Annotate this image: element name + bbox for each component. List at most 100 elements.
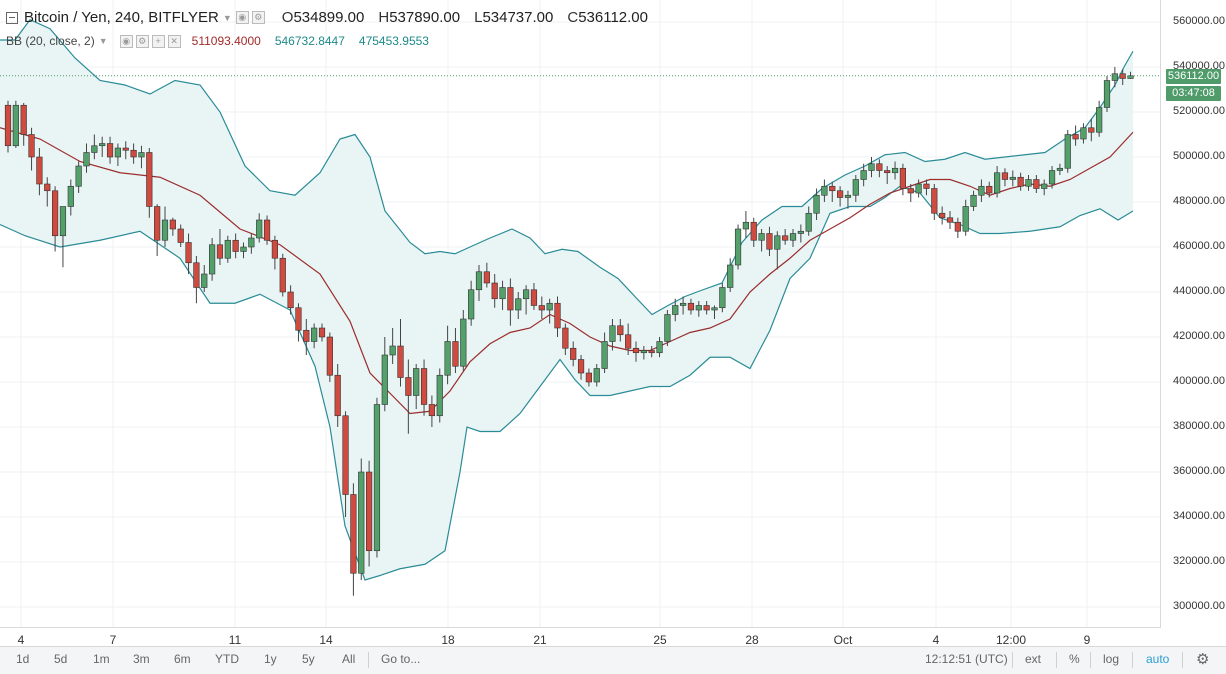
plus-icon[interactable]: + <box>151 34 165 48</box>
candle-up <box>460 318 467 367</box>
ohlc-values: O534899.00 H537890.00 L534737.00 C536112… <box>282 9 648 26</box>
candle-down <box>931 188 938 214</box>
candle-up <box>311 327 318 342</box>
time-tick-label: 14 <box>319 633 333 647</box>
time-tick-label: 25 <box>653 633 667 647</box>
collapse-legend-icon[interactable] <box>6 11 18 24</box>
candle-down <box>483 271 490 284</box>
candle-down <box>625 334 632 349</box>
candle-up <box>444 341 451 376</box>
time-tick-label: 9 <box>1083 633 1091 647</box>
candle-up <box>915 183 922 194</box>
percent-scale-toggle[interactable]: % <box>1069 652 1080 666</box>
candle-up <box>1041 183 1048 189</box>
range-all-button[interactable]: All <box>342 652 356 666</box>
candle-up <box>436 374 443 417</box>
candle-down <box>876 163 883 171</box>
range-6m-button[interactable]: 6m <box>174 652 191 666</box>
range-1d-button[interactable]: 1d <box>16 652 30 666</box>
divider <box>1056 652 1057 668</box>
candle-down <box>4 104 12 147</box>
candle-down <box>177 228 184 243</box>
candle-down <box>146 152 153 207</box>
chevron-down-icon[interactable]: ▼ <box>98 36 108 46</box>
settings-icon[interactable]: ⚙ <box>135 34 149 48</box>
price-chart[interactable] <box>0 0 1160 628</box>
range-5d-button[interactable]: 5d <box>54 652 68 666</box>
candle-up <box>1064 134 1071 169</box>
candle-up <box>727 264 734 288</box>
candle-down <box>766 233 773 250</box>
range-ytd-button[interactable]: YTD <box>215 652 239 666</box>
candle-up <box>813 194 820 214</box>
candle-up <box>1009 176 1016 180</box>
close-icon[interactable]: ✕ <box>167 34 181 48</box>
candle-down <box>986 185 993 194</box>
eye-icon[interactable]: ◉ <box>119 34 133 48</box>
utc-clock[interactable]: 12:12:51 (UTC) <box>925 652 1008 666</box>
candle-up <box>664 314 671 342</box>
candle-up <box>734 228 742 266</box>
divider <box>1012 652 1013 668</box>
candle-up <box>852 179 859 196</box>
candle-down <box>279 257 286 293</box>
candle-up <box>59 206 67 237</box>
candle-down <box>342 415 349 495</box>
price-tick-label: 480000.00 <box>1173 195 1225 207</box>
candle-down <box>271 239 279 259</box>
price-tick-label: 320000.00 <box>1173 555 1225 567</box>
range-3m-button[interactable]: 3m <box>133 652 150 666</box>
last-price-tag: 536112.00 <box>1166 68 1221 84</box>
candle-down <box>44 183 51 192</box>
candle-up <box>1096 107 1103 133</box>
candle-up <box>468 289 475 320</box>
chevron-down-icon[interactable]: ▼ <box>222 12 232 23</box>
candle-down <box>585 372 592 383</box>
goto-date-button[interactable]: Go to... <box>381 652 421 666</box>
settings-icon[interactable]: ⚙ <box>251 11 265 24</box>
candle-up <box>240 246 247 252</box>
range-1y-button[interactable]: 1y <box>264 652 277 666</box>
auto-scale-toggle[interactable]: auto <box>1146 652 1170 666</box>
candle-down <box>263 219 271 241</box>
log-scale-toggle[interactable]: log <box>1103 652 1120 666</box>
range-5y-button[interactable]: 5y <box>302 652 315 666</box>
candle-down <box>750 221 757 241</box>
candle-up <box>821 185 828 196</box>
candle-up <box>844 194 852 198</box>
price-tick-label: 360000.00 <box>1173 465 1225 477</box>
candle-down <box>28 134 35 158</box>
candle-up <box>593 368 600 383</box>
indicator-name[interactable]: BB (20, close, 2) <box>6 34 95 48</box>
candle-down <box>1088 127 1095 133</box>
candle-up <box>373 404 381 552</box>
candle-up <box>774 235 781 250</box>
candle-up <box>67 185 74 207</box>
high-value: H537890.00 <box>378 9 461 26</box>
price-axis[interactable] <box>1160 0 1226 628</box>
candle-up <box>640 350 647 354</box>
price-tick-label: 380000.00 <box>1173 420 1225 432</box>
price-tick-label: 340000.00 <box>1173 510 1225 522</box>
candle-up <box>962 206 969 232</box>
symbol-title[interactable]: Bitcoin / Yen, 240, BITFLYER <box>24 9 219 26</box>
candle-down <box>939 212 946 219</box>
candle-down <box>1072 134 1079 140</box>
candle-down <box>350 494 357 574</box>
extended-hours-toggle[interactable]: ext <box>1025 652 1042 666</box>
candle-down <box>538 305 545 311</box>
gear-icon[interactable]: ⚙ <box>1196 651 1210 668</box>
price-tick-label: 420000.00 <box>1173 330 1225 342</box>
bb-basis-value: 511093.4000 <box>191 34 261 48</box>
candle-down <box>491 282 498 300</box>
candle-down <box>1001 172 1009 180</box>
time-tick-label: 28 <box>745 633 759 647</box>
candle-down <box>106 143 114 158</box>
time-tick-label: 18 <box>441 633 455 647</box>
candle-down <box>334 374 341 417</box>
range-1m-button[interactable]: 1m <box>93 652 110 666</box>
candle-down <box>554 302 561 329</box>
candle-down <box>428 404 436 417</box>
eye-icon[interactable]: ◉ <box>235 11 249 24</box>
